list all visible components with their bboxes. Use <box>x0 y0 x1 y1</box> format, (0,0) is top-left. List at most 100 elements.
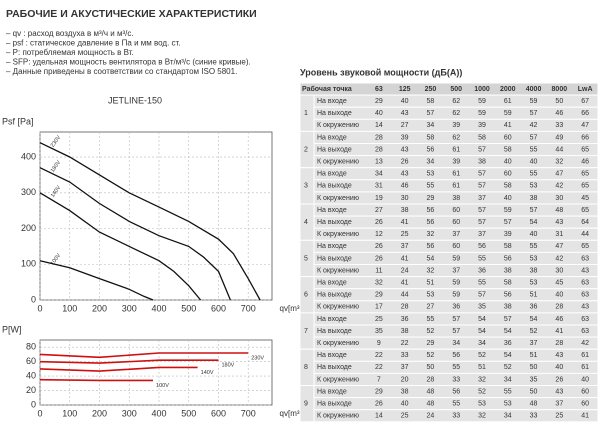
cell: 60 <box>452 207 460 214</box>
cell: 35 <box>375 328 383 335</box>
cell: 55 <box>427 316 435 323</box>
cell: 24 <box>427 413 435 420</box>
cell: 33 <box>555 122 563 129</box>
x-tick-label: 300 <box>122 303 137 313</box>
cell: 25 <box>375 316 383 323</box>
cell: 39 <box>504 231 512 238</box>
row-label: К окружению <box>317 231 359 238</box>
cell: 35 <box>530 376 538 383</box>
cell: 32 <box>478 413 486 420</box>
row-label: На выходе <box>317 146 352 153</box>
row-label: К окружению <box>317 122 359 129</box>
cell: 50 <box>555 98 563 105</box>
cell: 59 <box>504 110 512 117</box>
column-header: 125 <box>399 86 411 93</box>
point-label: 1 <box>304 110 308 117</box>
cell: 38 <box>478 158 486 165</box>
y-axis-label: P[W] <box>2 324 22 334</box>
y-tick-label: 20 <box>26 385 36 395</box>
x-tick-label: 700 <box>241 303 256 313</box>
cell: 63 <box>581 279 589 286</box>
cell: 59 <box>452 279 460 286</box>
row-label: На входе <box>317 352 347 359</box>
cell: 46 <box>555 316 563 323</box>
cell: 57 <box>478 183 486 190</box>
x-tick-label: 0 <box>37 408 42 418</box>
cell: 33 <box>452 413 460 420</box>
point-label: 8 <box>304 364 308 371</box>
cell: 22 <box>401 340 409 347</box>
y-tick-label: 100 <box>21 259 36 269</box>
cell: 63 <box>581 255 589 262</box>
cell: 55 <box>530 146 538 153</box>
cell: 53 <box>478 400 486 407</box>
cell: 48 <box>555 207 563 214</box>
cell: 40 <box>375 110 383 117</box>
cell: 60 <box>504 171 512 178</box>
cell: 43 <box>581 304 589 311</box>
cell: 24 <box>401 267 409 274</box>
cell: 38 <box>504 304 512 311</box>
cell: 52 <box>478 388 486 395</box>
y-tick-label: 0 <box>31 399 36 409</box>
cell: 40 <box>581 376 589 383</box>
cell: 28 <box>375 146 383 153</box>
cell: 56 <box>427 243 435 250</box>
x-axis-label: qv[m³/h] <box>280 304 309 313</box>
y-axis-label: Psf [Pa] <box>2 116 34 126</box>
cell: 29 <box>375 98 383 105</box>
x-tick-label: 200 <box>92 303 107 313</box>
cell: 41 <box>401 279 409 286</box>
cell: 31 <box>555 231 563 238</box>
cell: 57 <box>452 328 460 335</box>
cell: 55 <box>427 183 435 190</box>
cell: 48 <box>427 400 435 407</box>
x-tick-label: 600 <box>211 303 226 313</box>
cell: 39 <box>452 122 460 129</box>
cell: 26 <box>555 376 563 383</box>
cell: 32 <box>555 158 563 165</box>
cell: 12 <box>375 231 383 238</box>
cell: 36 <box>452 304 460 311</box>
cell: 40 <box>401 400 409 407</box>
cell: 50 <box>427 364 435 371</box>
y-tick-label: 0 <box>31 294 36 304</box>
cell: 40 <box>401 98 409 105</box>
cell: 37 <box>478 231 486 238</box>
cell: 30 <box>555 267 563 274</box>
cell: 41 <box>581 413 589 420</box>
column-header: 1000 <box>474 86 490 93</box>
row-label: К окружению <box>317 195 359 202</box>
cell: 58 <box>504 243 512 250</box>
cell: 41 <box>555 328 563 335</box>
y-tick-label: 400 <box>21 151 36 161</box>
cell: 52 <box>530 328 538 335</box>
cell: 42 <box>555 255 563 262</box>
cell: 59 <box>452 255 460 262</box>
row-label: На выходе <box>317 328 352 335</box>
page-title: РАБОЧИЕ И АКУСТИЧЕСКИЕ ХАРАКТЕРИСТИКИ <box>6 8 257 20</box>
cell: 50 <box>530 364 538 371</box>
x-tick-label: 500 <box>181 303 196 313</box>
cell: 62 <box>452 110 460 117</box>
cell: 54 <box>530 316 538 323</box>
cell: 30 <box>401 195 409 202</box>
cell: 37 <box>478 195 486 202</box>
cell: 57 <box>478 292 486 299</box>
curve <box>39 378 153 382</box>
cell: 34 <box>427 158 435 165</box>
curve-label: 180V <box>50 159 62 173</box>
cell: 59 <box>452 292 460 299</box>
cell: 38 <box>401 388 409 395</box>
cell: 48 <box>530 400 538 407</box>
cell: 59 <box>530 98 538 105</box>
cell: 58 <box>427 98 435 105</box>
cell: 30 <box>555 195 563 202</box>
cell: 51 <box>530 292 538 299</box>
cell: 33 <box>401 352 409 359</box>
row-label: К окружению <box>317 158 359 165</box>
row-label: К окружению <box>317 340 359 347</box>
cell: 34 <box>427 122 435 129</box>
cell: 13 <box>375 158 383 165</box>
cell: 47 <box>581 122 589 129</box>
